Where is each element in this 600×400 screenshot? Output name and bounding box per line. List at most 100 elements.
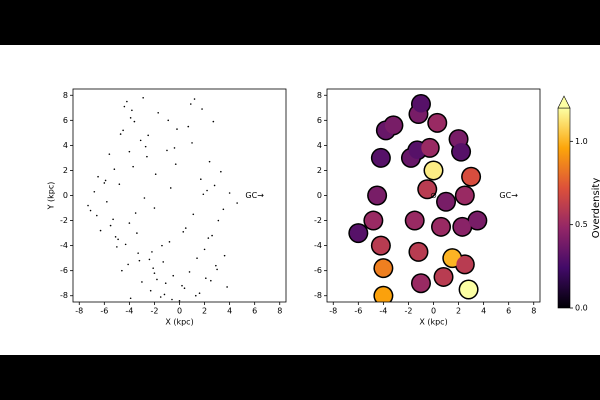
point bbox=[206, 189, 208, 192]
point bbox=[166, 149, 168, 152]
x-tick-label: 0 bbox=[177, 307, 182, 316]
y-tick-label: 2 bbox=[317, 166, 322, 175]
point bbox=[223, 254, 226, 257]
point bbox=[129, 117, 132, 119]
x-tick-label: 8 bbox=[531, 307, 536, 316]
x-tick-label: 6 bbox=[506, 307, 511, 316]
point bbox=[139, 139, 142, 142]
point bbox=[159, 296, 162, 298]
blob bbox=[468, 212, 486, 230]
point bbox=[202, 193, 205, 196]
point bbox=[143, 197, 146, 199]
point bbox=[108, 153, 111, 155]
point bbox=[106, 200, 108, 203]
x-tick-label: 4 bbox=[227, 307, 232, 316]
blob bbox=[432, 218, 450, 236]
point bbox=[210, 279, 212, 282]
colorbar-extend bbox=[557, 95, 571, 109]
point bbox=[157, 112, 159, 114]
point bbox=[167, 119, 170, 122]
x-tick-label: 2 bbox=[456, 307, 461, 316]
colorbar-tick-label: 1.0 bbox=[575, 137, 588, 146]
point bbox=[109, 224, 112, 227]
point bbox=[118, 183, 121, 186]
point bbox=[217, 219, 220, 222]
blob bbox=[462, 168, 480, 186]
point bbox=[122, 129, 124, 132]
point bbox=[174, 163, 177, 165]
x-tick-label: -6 bbox=[354, 307, 362, 316]
point bbox=[141, 281, 143, 283]
x-axis-label: X (kpc) bbox=[419, 318, 447, 327]
x-tick-label: -2 bbox=[150, 307, 158, 316]
y-tick-label: 8 bbox=[63, 91, 68, 100]
point bbox=[236, 202, 238, 204]
point bbox=[87, 204, 89, 207]
point bbox=[136, 232, 138, 234]
point bbox=[184, 227, 187, 229]
point bbox=[128, 150, 131, 153]
blob bbox=[406, 212, 424, 230]
y-tick-label: 2 bbox=[63, 166, 68, 175]
blob bbox=[364, 212, 382, 230]
point bbox=[208, 160, 211, 163]
point bbox=[163, 293, 166, 296]
y-tick-label: 0 bbox=[317, 191, 322, 200]
point bbox=[181, 284, 183, 287]
y-tick-label: 4 bbox=[317, 141, 322, 150]
point bbox=[152, 267, 154, 269]
blob bbox=[412, 274, 430, 292]
point bbox=[151, 251, 153, 253]
blob bbox=[443, 249, 461, 267]
colorbar bbox=[557, 107, 571, 309]
blob bbox=[374, 259, 392, 277]
point bbox=[215, 264, 217, 267]
point bbox=[148, 258, 151, 261]
point bbox=[213, 184, 216, 187]
point bbox=[144, 145, 147, 148]
point bbox=[127, 263, 129, 266]
y-tick-label: -4 bbox=[60, 241, 68, 250]
point bbox=[149, 289, 152, 292]
point bbox=[222, 208, 225, 211]
blob bbox=[409, 243, 427, 261]
point bbox=[124, 243, 127, 246]
blob bbox=[428, 114, 446, 132]
x-tick-label: -2 bbox=[404, 307, 412, 316]
point bbox=[193, 98, 196, 100]
point bbox=[99, 229, 102, 232]
point bbox=[216, 268, 218, 271]
point bbox=[164, 282, 167, 285]
point bbox=[103, 182, 106, 184]
point bbox=[154, 173, 157, 175]
x-tick-label: -6 bbox=[100, 307, 108, 316]
point bbox=[97, 175, 99, 178]
point bbox=[104, 179, 107, 182]
x-tick-label: 2 bbox=[202, 307, 207, 316]
point bbox=[128, 222, 131, 224]
blob bbox=[456, 255, 474, 273]
point bbox=[131, 109, 133, 112]
y-tick-label: 0 bbox=[63, 191, 68, 200]
y-tick-label: -8 bbox=[314, 291, 322, 300]
y-tick-label: -6 bbox=[60, 266, 68, 275]
point bbox=[194, 294, 197, 297]
point bbox=[132, 165, 134, 168]
blob bbox=[412, 95, 430, 113]
y-tick-label: -2 bbox=[60, 216, 68, 225]
blob bbox=[349, 224, 367, 242]
x-tick-label: 0 bbox=[431, 307, 436, 316]
colorbar-tick-label: 0.5 bbox=[575, 220, 588, 229]
x-tick-label: 6 bbox=[252, 307, 257, 316]
point bbox=[153, 207, 156, 209]
point bbox=[153, 272, 156, 274]
point bbox=[114, 236, 117, 238]
point bbox=[126, 100, 128, 103]
point bbox=[162, 261, 165, 263]
point bbox=[173, 147, 176, 149]
y-tick-label: -2 bbox=[314, 216, 322, 225]
point bbox=[200, 178, 202, 181]
point bbox=[113, 168, 116, 170]
y-tick-label: 8 bbox=[317, 91, 322, 100]
